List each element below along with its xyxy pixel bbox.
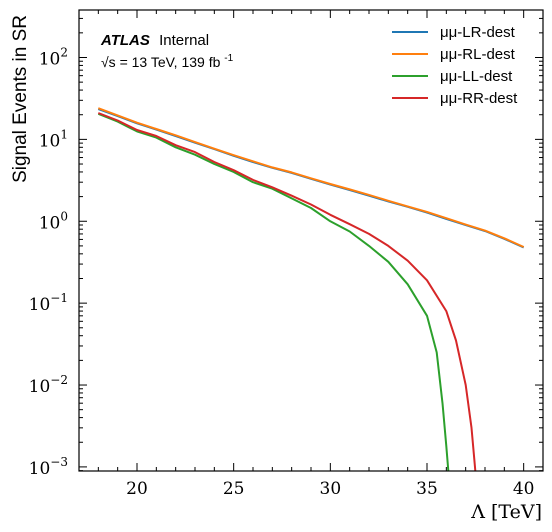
series-line--ll-dest (97, 112, 450, 471)
legend-label: μμ-RR-dest (440, 90, 518, 107)
plot-frame (78, 9, 544, 472)
atlas-label: ATLAS Internal √s = 13 TeV, 139 fb -1 (100, 32, 234, 70)
lumi-exponent-label: -1 (224, 53, 233, 64)
legend-label: μμ-LR-dest (440, 24, 516, 41)
legend-label: μμ-LL-dest (440, 68, 513, 85)
series-line--rr-dest (97, 112, 477, 471)
svg-text:√s = 13 TeV, 139 fb -1: √s = 13 TeV, 139 fb -1 (101, 53, 234, 70)
atlas-status-label: Internal (159, 32, 209, 49)
legend: μμ-LR-dest μμ-RL-dest μμ-LL-dest μμ-RR-dest (392, 24, 518, 107)
y-tick-label: 10−3 (29, 455, 68, 479)
x-tick-label: 30 (320, 479, 342, 499)
energy-lumi-label: √s = 13 TeV, 139 fb (101, 54, 221, 70)
tick-layer (78, 10, 544, 472)
y-tick-labels: 10−3 10−2 10−1 100 101 102 (29, 45, 68, 478)
y-tick-label: 10−2 (29, 373, 68, 397)
x-tick-label: 40 (513, 479, 535, 499)
x-tick-label: 20 (126, 479, 148, 499)
x-tick-label: 25 (223, 479, 245, 499)
y-axis-label: Signal Events in SR (10, 15, 31, 183)
y-tick-label: 102 (39, 45, 68, 69)
series-line--rl-dest (97, 107, 525, 248)
atlas-experiment-label: ATLAS (100, 32, 150, 49)
legend-label: μμ-RL-dest (440, 46, 516, 63)
x-tick-label: 35 (416, 479, 438, 499)
y-tick-label: 100 (39, 209, 68, 233)
y-tick-label: 10−1 (29, 291, 68, 315)
x-axis-label: Λ [TeV] (470, 501, 542, 523)
series-layer (97, 107, 525, 471)
svg-text:ATLAS Internal: ATLAS Internal (100, 32, 209, 49)
y-tick-label: 101 (39, 127, 68, 151)
x-tick-labels: 20 25 30 35 40 (126, 479, 534, 499)
